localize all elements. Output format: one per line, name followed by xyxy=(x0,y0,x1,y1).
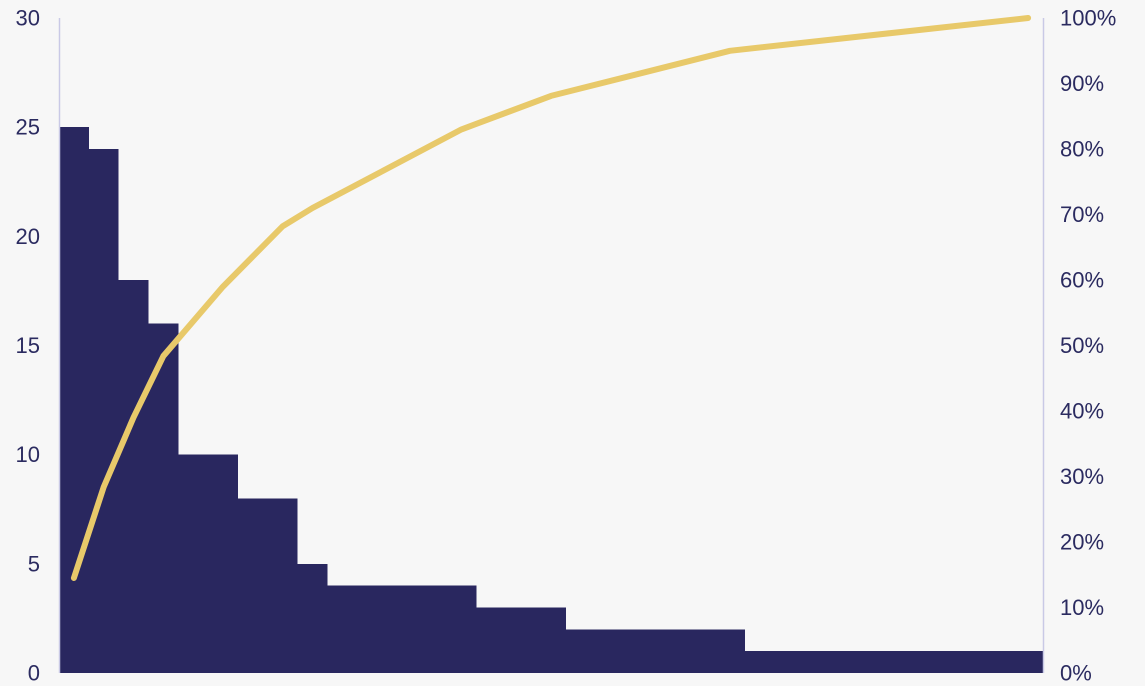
bar-8 xyxy=(476,607,566,673)
tick-labels-layer: 0 5 10 15 20 25 30 0% 10% 20% 30% 40% 50% 60% 70% 80% 90… xyxy=(16,6,1117,686)
right-tick-label: 0% xyxy=(1060,661,1092,686)
right-tick-label: 90% xyxy=(1060,71,1104,96)
bar-10 xyxy=(744,651,1043,673)
right-tick-label: 30% xyxy=(1060,464,1104,489)
left-tick-label: 0 xyxy=(28,661,40,686)
bar-6 xyxy=(297,563,328,673)
right-tick-label: 80% xyxy=(1060,137,1104,162)
bar-9 xyxy=(565,629,745,673)
right-tick-label: 100% xyxy=(1060,6,1116,31)
bar-4 xyxy=(178,454,238,673)
bar-0 xyxy=(59,127,89,673)
left-tick-label: 5 xyxy=(28,551,40,576)
bar-1 xyxy=(88,149,119,673)
cumulative-percentage-line xyxy=(70,15,1032,581)
bar-2 xyxy=(118,280,149,673)
bar-5 xyxy=(237,498,298,673)
right-tick-label: 40% xyxy=(1060,399,1104,424)
left-tick-label: 15 xyxy=(16,333,40,358)
left-tick-label: 10 xyxy=(16,442,40,467)
left-tick-label: 20 xyxy=(16,224,40,249)
right-tick-label: 20% xyxy=(1060,530,1104,555)
left-tick-label: 30 xyxy=(16,6,40,31)
right-tick-label: 50% xyxy=(1060,333,1104,358)
right-tick-label: 10% xyxy=(1060,595,1104,620)
axis-layer xyxy=(58,18,1045,673)
left-tick-label: 25 xyxy=(16,115,40,140)
cumulative-line-layer xyxy=(70,15,1032,581)
right-tick-label: 70% xyxy=(1060,202,1104,227)
bars-layer xyxy=(59,127,1043,673)
bar-7 xyxy=(327,585,477,673)
right-tick-label: 60% xyxy=(1060,268,1104,293)
